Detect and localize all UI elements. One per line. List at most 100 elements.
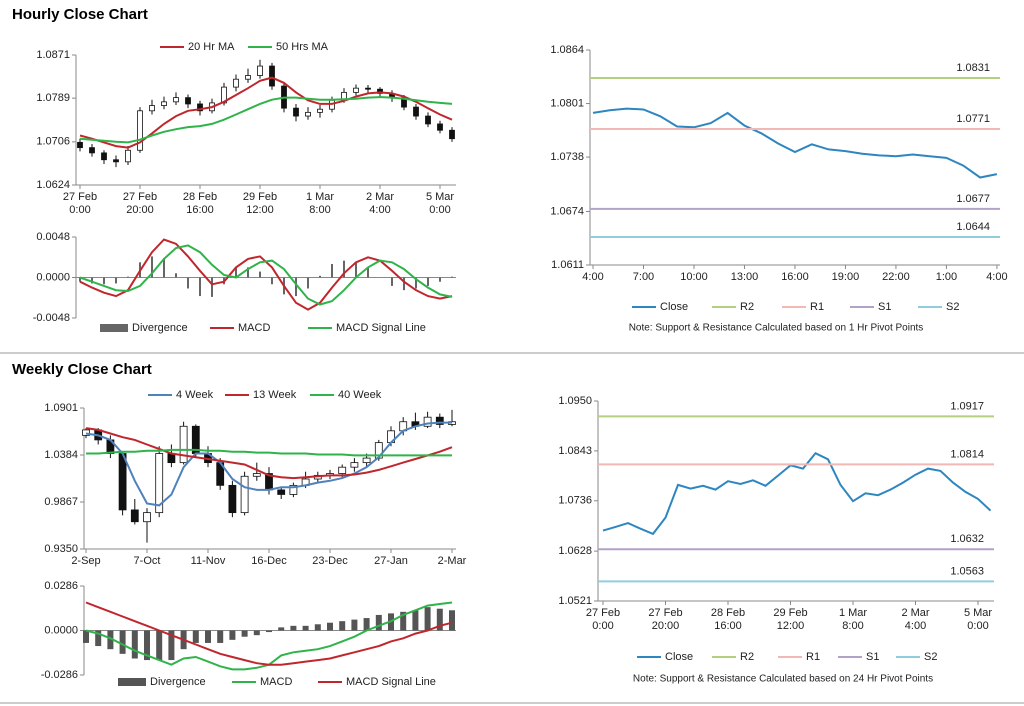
candle-body [413, 106, 419, 117]
candle-body [293, 107, 299, 117]
legend-label: 50 Hrs MA [276, 41, 329, 53]
y-tick-label: 1.0521 [558, 595, 592, 607]
x-tick-label: 27 Feb 20:00 [122, 191, 158, 216]
bar [314, 624, 321, 631]
x-tick-label: 16-Dec [251, 555, 287, 567]
bar [79, 277, 81, 282]
bar [175, 273, 177, 278]
legend-label: 40 Week [338, 389, 382, 401]
pivot-label: 1.0644 [956, 221, 990, 233]
pivot-label: 1.0563 [950, 565, 984, 577]
bar [400, 611, 407, 631]
legend-label: Divergence [150, 676, 206, 688]
bar [241, 630, 248, 637]
candle-body [185, 97, 191, 105]
legend-swatch [118, 678, 146, 686]
series-line [79, 244, 453, 306]
x-tick-label: 16:00 [781, 271, 809, 283]
bar [253, 630, 260, 636]
candle-body [437, 123, 443, 131]
bar [199, 277, 201, 297]
candle-body [197, 103, 203, 112]
legend-label: S2 [946, 301, 959, 313]
candle-body [425, 115, 431, 125]
x-tick-label: 5 Mar 0:00 [425, 191, 455, 216]
candle-body [130, 509, 139, 523]
candle-body [435, 416, 444, 425]
y-tick-label: -0.0286 [41, 669, 78, 681]
bar [403, 277, 405, 291]
legend-label: 20 Hr MA [188, 41, 235, 53]
legend-label: Divergence [132, 322, 188, 334]
legend-label: MACD Signal Line [346, 676, 436, 688]
note: Note: Support & Resistance Calculated ba… [629, 323, 924, 334]
y-tick-label: 0.9867 [44, 496, 78, 508]
series-line [85, 427, 453, 480]
x-tick-label: 2 Mar 4:00 [901, 607, 930, 632]
bar [343, 260, 345, 278]
candle-body [118, 453, 127, 511]
bar [355, 262, 357, 278]
section-title: Weekly Close Chart [12, 361, 152, 378]
y-tick-label: 1.0384 [44, 449, 78, 461]
x-tick-label: 2 Mar 4:00 [365, 191, 395, 216]
bar [424, 607, 431, 631]
bar [115, 277, 117, 284]
bar [103, 277, 105, 285]
legend-label: Close [660, 301, 688, 313]
x-tick-label: 19:00 [831, 271, 860, 283]
legend-label: R1 [810, 301, 824, 313]
bar [247, 267, 249, 278]
legend-label: R2 [740, 301, 754, 313]
bar [290, 625, 297, 631]
legend-label: S1 [866, 651, 879, 663]
bar [144, 630, 150, 661]
bar [156, 630, 163, 661]
y-tick-label: 1.0706 [36, 136, 70, 148]
x-tick-label: 27 Feb 0:00 [62, 191, 98, 216]
bar [319, 275, 321, 278]
x-tick-label: 27-Jan [374, 555, 408, 567]
candle-body [257, 65, 263, 76]
bar [367, 267, 369, 278]
bar [119, 630, 126, 654]
x-tick-label: 4:00 [986, 271, 1008, 283]
candle-body [143, 512, 151, 523]
legend-label: S1 [878, 301, 891, 313]
y-tick-label: 1.0674 [550, 205, 584, 217]
series-line [86, 448, 452, 457]
y-tick-label: 0.0048 [36, 231, 70, 243]
bar [107, 630, 114, 650]
bar [449, 610, 455, 631]
x-tick-label: 29 Feb 12:00 [242, 191, 278, 216]
y-tick-label: 1.0736 [558, 495, 592, 507]
x-tick-label: 7-Oct [133, 555, 161, 567]
pivot-label: 1.0917 [950, 400, 984, 412]
x-tick-label: 5 Mar 0:00 [963, 607, 993, 632]
x-tick-label: 28 Feb 16:00 [182, 191, 218, 216]
candle-body [161, 101, 167, 106]
pivot-label: 1.0814 [950, 448, 984, 460]
bar [229, 630, 236, 640]
candle-body [113, 159, 119, 163]
bar [415, 277, 417, 289]
candle-body [149, 105, 155, 112]
y-tick-label: 1.0628 [558, 545, 592, 557]
bar [271, 277, 273, 285]
candle-body [277, 489, 286, 495]
candle-body [82, 429, 90, 436]
candle-body [353, 87, 359, 93]
x-tick-label: 2-Mar [437, 555, 467, 567]
candle-body [377, 88, 383, 94]
legend-label: MACD Signal Line [336, 322, 426, 334]
candle-body [101, 152, 107, 161]
candle-body [221, 86, 227, 104]
y-tick-label: 1.0611 [551, 259, 584, 271]
pivot-label: 1.0677 [956, 193, 990, 205]
y-tick-label: 1.0864 [550, 44, 584, 56]
x-tick-label: 7:00 [632, 271, 655, 283]
candle-body [240, 475, 249, 514]
series-line [85, 601, 453, 666]
bar [391, 277, 393, 286]
